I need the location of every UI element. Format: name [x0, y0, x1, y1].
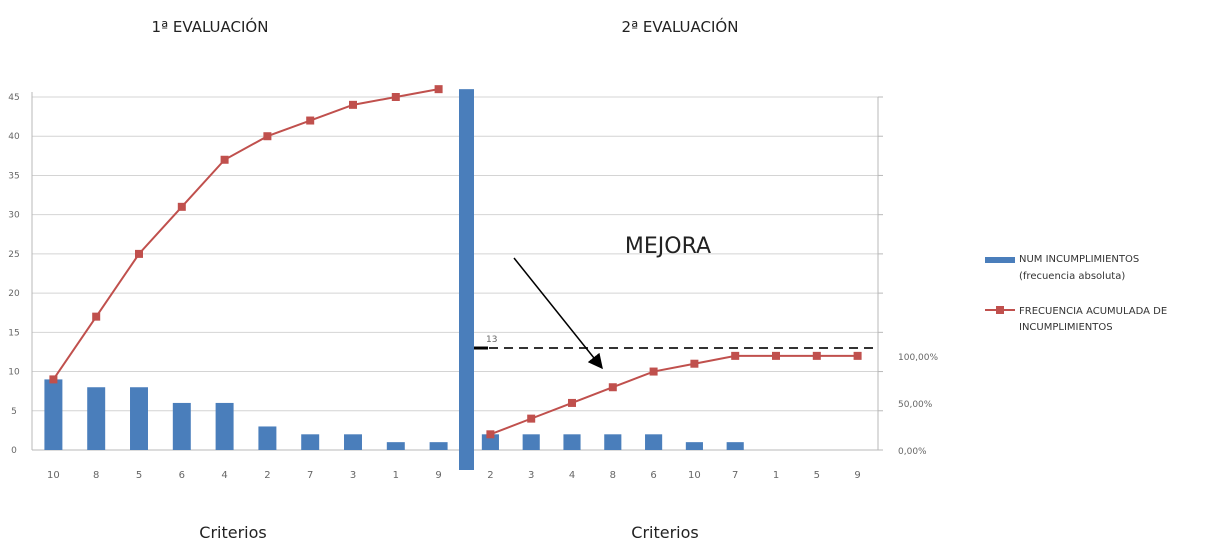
- chart2-x-tick-label: 7: [732, 470, 738, 481]
- chart2-y2-tick-label: 100,00%: [898, 353, 938, 363]
- bars: [44, 89, 744, 471]
- chart1-x-tick-label: 2: [264, 470, 270, 481]
- chart2-bar-4: [563, 434, 581, 450]
- chart2-y2-tick-label: 50,00%: [898, 400, 933, 410]
- chart2-x-tick-label: 5: [814, 470, 820, 481]
- chart1-y-tick-label: 35: [8, 171, 19, 181]
- chart2-x-tick-label: 2: [487, 470, 493, 481]
- chart1-cumulative-point: [49, 375, 58, 384]
- chart1-cumulative-point: [135, 249, 143, 258]
- chart2-cumulative-point: [608, 383, 617, 392]
- chart2-bar-2: [481, 434, 499, 450]
- chart1-bar-7: [301, 434, 320, 450]
- chart2-cumulative-point: [486, 430, 495, 439]
- chart1-x-tick-label: 5: [136, 470, 142, 481]
- chart1-bar-8: [87, 387, 106, 450]
- chart2-cumulative-point: [690, 359, 699, 368]
- chart1-bar-5: [130, 387, 148, 450]
- chart2-bar-8: [604, 434, 622, 450]
- axes: [31, 92, 883, 451]
- chart1-y-tick-label: 5: [11, 407, 17, 417]
- chart1-bar-6: [172, 402, 191, 450]
- separator-bar: [459, 89, 474, 471]
- chart2-x-tick-label: 9: [854, 470, 860, 481]
- chart1-y-tick-label: 40: [8, 132, 20, 142]
- chart1-xlabel: Criterios: [199, 523, 266, 542]
- gridlines: [32, 96, 878, 412]
- legend-item-1-line1: NUM INCUMPLIMIENTOS: [1019, 254, 1139, 265]
- chart2-cumulative-point: [772, 351, 780, 360]
- chart2-cumulative-point: [527, 414, 536, 423]
- chart2-bar-10: [685, 442, 703, 450]
- chart1-y-tick-label: 20: [8, 289, 20, 299]
- chart2-xlabel: Criterios: [631, 523, 698, 542]
- chart2-cumulative-point: [731, 351, 740, 360]
- chart2-cumulative-point: [812, 351, 821, 360]
- chart2-bar-3: [522, 434, 540, 450]
- chart2-cumulative-point: [568, 398, 576, 407]
- chart2-x-tick-label: 3: [528, 470, 534, 481]
- chart2-cumulative-point: [649, 367, 658, 376]
- chart1-y-tick-label: 0: [11, 446, 17, 456]
- chart1-bar-4: [215, 402, 234, 450]
- chart2-x-tick-label: 8: [610, 470, 616, 481]
- mejora-annotation: MEJORA: [625, 234, 711, 259]
- reference-line-label: 13: [486, 335, 497, 345]
- chart1-x-tick-label: 6: [179, 470, 185, 481]
- chart1-bar-9: [429, 442, 448, 450]
- chart2-cumulative-line: [490, 354, 858, 436]
- chart2-x-tick-label: 1: [773, 470, 779, 481]
- chart1-x-tick-label: 4: [221, 470, 227, 481]
- chart2-x-tick-label: 4: [569, 470, 575, 481]
- chart1-x-tick-label: 1: [393, 470, 399, 481]
- chart1-y-tick-label: 45: [8, 93, 19, 103]
- chart2-bar-7: [726, 442, 744, 450]
- chart1-bar-2: [258, 426, 277, 450]
- chart1-cumulative-point: [349, 100, 357, 109]
- chart1-cumulative-point: [306, 116, 315, 125]
- chart1-x-tick-label: 3: [350, 470, 356, 481]
- chart1-cumulative-point: [92, 312, 101, 321]
- legend-bar-swatch: [985, 257, 1015, 263]
- chart1-y-tick-label: 30: [8, 211, 20, 221]
- chart1-cumulative-point: [220, 155, 229, 164]
- chart1-cumulative-point: [177, 202, 186, 211]
- chart1-x-tick-label: 7: [307, 470, 313, 481]
- chart2-x-tick-label: 6: [650, 470, 656, 481]
- chart2-bar-6: [645, 434, 663, 450]
- chart1-y-tick-label: 10: [8, 368, 20, 378]
- chart1-bar-1: [386, 442, 405, 450]
- chart2-title: 2ª EVALUACIÓN: [622, 17, 739, 36]
- chart1-x-tick-label: 8: [93, 470, 99, 481]
- chart1-cumulative-line: [52, 88, 439, 380]
- legend: NUM INCUMPLIMIENTOS (frecuencia absoluta…: [985, 254, 1167, 333]
- chart2-y2-tick-label: 0,00%: [898, 447, 927, 457]
- chart1-y-tick-label: 25: [8, 250, 19, 260]
- mejora-arrow: [513, 257, 603, 370]
- chart1-y-tick-label: 15: [8, 328, 19, 338]
- chart1-bar-3: [344, 434, 362, 450]
- chart1-x-tick-label: 9: [435, 470, 441, 481]
- legend-item-1-line2: (frecuencia absoluta): [1019, 271, 1125, 282]
- chart2-cumulative-point: [853, 351, 862, 360]
- cumulative-lines: [49, 85, 878, 439]
- chart1-bar-10: [44, 379, 63, 450]
- chart2-x-tick-label: 10: [688, 470, 701, 481]
- legend-square-marker: [996, 306, 1004, 314]
- chart1-x-tick-label: 10: [47, 470, 60, 481]
- legend-item-2-line1: FRECUENCIA ACUMULADA DE: [1019, 306, 1167, 317]
- chart1-cumulative-point: [434, 85, 443, 94]
- legend-item-2-line2: INCUMPLIMIENTOS: [1019, 322, 1113, 333]
- chart1-cumulative-point: [391, 93, 400, 101]
- chart1-cumulative-point: [263, 132, 272, 141]
- chart1-title: 1ª EVALUACIÓN: [152, 17, 269, 36]
